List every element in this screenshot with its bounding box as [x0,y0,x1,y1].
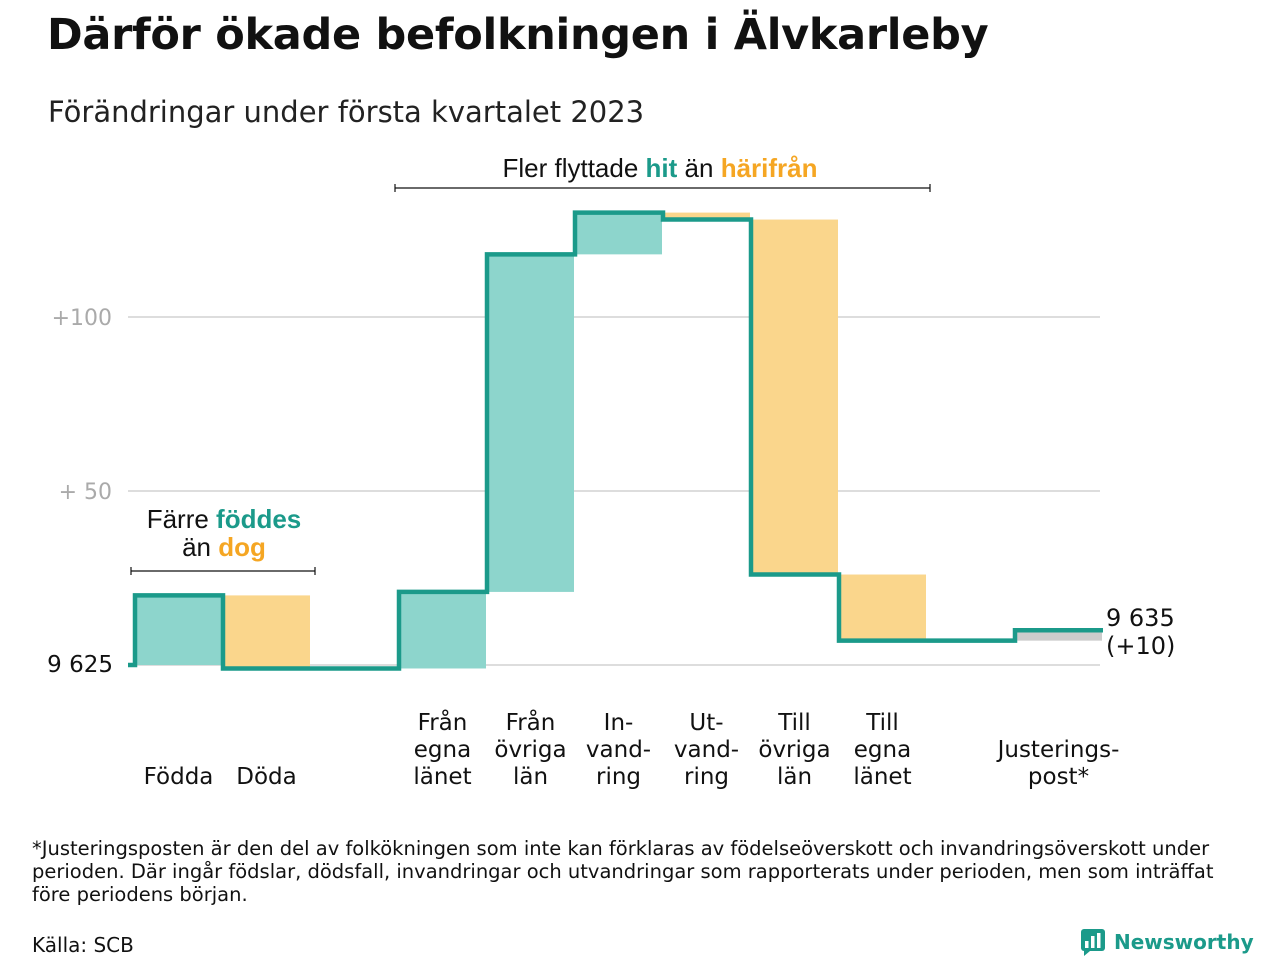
category-label: ring [684,764,729,790]
bar [575,212,662,255]
category-label: ring [596,764,641,790]
y-tick-label: + 50 [59,480,112,505]
category-label: post* [1028,764,1089,790]
category-label: Födda [144,764,214,790]
category-label: vand- [674,737,739,763]
bar [839,574,926,641]
newsworthy-logo-icon [1081,929,1105,956]
category-label: övriga [494,737,566,763]
chart-title: Därför ökade befolkningen i Älvkarleby [47,10,989,60]
category-label: län [513,764,548,790]
annotation-births-deaths: än dog [182,532,266,562]
end-change-label: (+10) [1106,632,1175,660]
category-label: Justerings- [996,737,1120,763]
start-value-label: 9 625 [47,652,113,678]
chart-subtitle: Förändringar under första kvartalet 2023 [48,95,645,129]
category-label: In- [604,710,634,736]
category-label: län [777,764,812,790]
category-label: Till [865,710,899,736]
category-label: Döda [236,764,296,790]
cumulative-line [128,210,1103,671]
category-label: egna [854,737,911,763]
brand-name: Newsworthy [1114,930,1254,954]
category-label: Till [777,710,811,736]
bar [663,212,750,220]
category-label: länet [413,764,471,790]
annotation-migration: Fler flyttade hit än härifrån [502,153,817,183]
category-label: länet [853,764,911,790]
category-label: Ut- [689,710,723,736]
category-label: övriga [758,737,830,763]
category-label: Från [506,708,556,736]
end-value-label: 9 635 [1106,604,1175,632]
brand-logo[interactable]: Newsworthy [1080,928,1254,956]
bar [487,254,574,592]
bar [223,595,310,669]
source-label: Källa: SCB [32,933,134,957]
category-label: vand- [586,737,651,763]
bar [135,595,222,665]
bar [751,219,838,575]
footnote: *Justeringsposten är den del av folkökni… [32,837,1214,906]
annotation-births-deaths: Färre föddes [147,504,302,534]
y-tick-label: +100 [52,306,112,331]
category-label: egna [414,737,471,763]
bar [1015,630,1102,641]
bar [399,591,486,669]
category-label: Från [418,708,468,736]
